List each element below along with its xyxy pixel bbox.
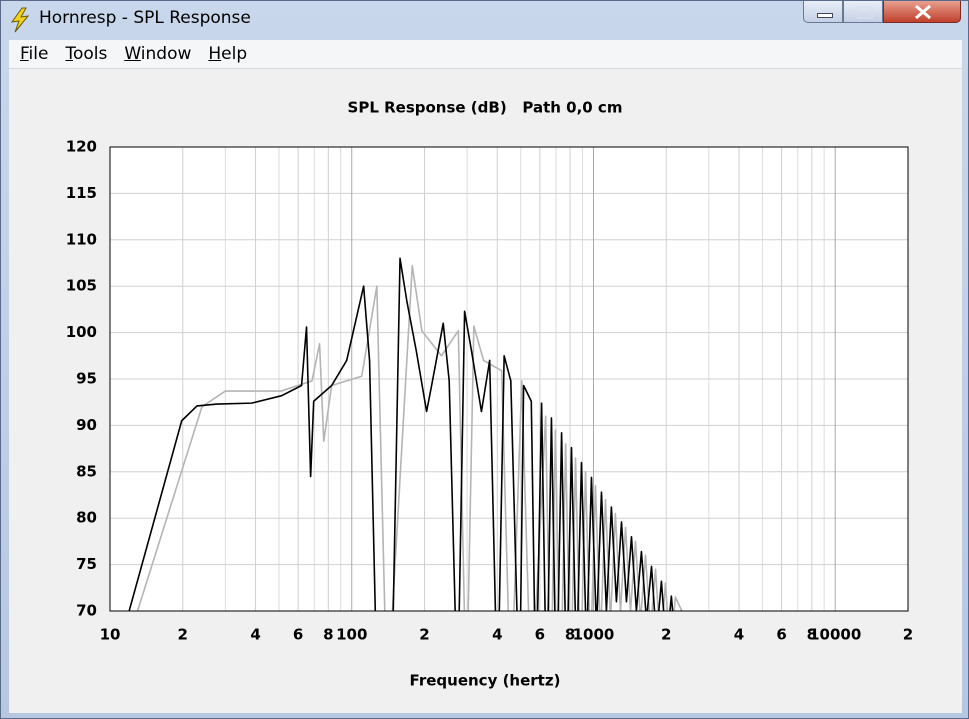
close-button[interactable] — [883, 1, 961, 23]
x-tick-label: 4 — [250, 626, 260, 644]
y-tick-label: 80 — [76, 509, 97, 527]
chart: SPL Response (dB) Path 0,0 cm Frequency … — [66, 99, 914, 690]
series-line — [136, 264, 683, 611]
menu-item[interactable]: Help — [208, 44, 248, 64]
maximize-button[interactable] — [843, 1, 883, 23]
x-tick-label: 6 — [535, 626, 545, 644]
menu-bar: File Tools Window Help — [9, 40, 962, 69]
x-tick-label: 2 — [419, 626, 429, 644]
window-title: Hornresp - SPL Response — [39, 8, 251, 28]
x-tick-label: 100 — [336, 626, 367, 644]
x-tick-label: 2 — [903, 626, 913, 644]
x-tick-label: 1000 — [573, 626, 615, 644]
y-tick-label: 90 — [76, 416, 97, 434]
x-tick-label: 8 — [565, 626, 575, 644]
x-tick-label: 2 — [661, 626, 671, 644]
x-tick-label: 6 — [293, 626, 303, 644]
y-tick-label: 115 — [66, 184, 97, 202]
chart-title: SPL Response (dB) Path 0,0 cm — [348, 99, 623, 117]
x-tick-label: 4 — [492, 626, 502, 644]
close-icon — [915, 4, 931, 20]
y-tick-label: 75 — [76, 555, 97, 573]
plot-border — [109, 146, 909, 612]
y-tick-label: 105 — [66, 277, 97, 295]
menu-item[interactable]: Window — [124, 44, 192, 64]
y-tick-label: 110 — [66, 230, 97, 248]
y-tick-label: 120 — [66, 138, 97, 156]
title-bar: Hornresp - SPL Response — [1, 1, 968, 39]
x-tick-label: 8 — [807, 626, 817, 644]
client-area: SPL Response (dB) Path 0,0 cm Frequency … — [9, 69, 962, 713]
x-tick-label: 8 — [323, 626, 333, 644]
y-tick-label: 85 — [76, 462, 97, 480]
x-tick-label: 4 — [734, 626, 744, 644]
menu-item[interactable]: File — [20, 44, 49, 64]
series-line — [128, 257, 683, 611]
x-axis-label: Frequency (hertz) — [410, 672, 561, 690]
x-tick-label: 10 — [100, 626, 121, 644]
x-tick-label: 10000 — [809, 626, 861, 644]
x-tick-label: 2 — [178, 626, 188, 644]
minimize-button[interactable] — [803, 1, 843, 23]
x-tick-label: 6 — [776, 626, 786, 644]
app-icon — [10, 7, 30, 33]
menu-item[interactable]: Tools — [65, 44, 108, 64]
y-tick-label: 70 — [76, 602, 97, 620]
y-tick-label: 95 — [76, 370, 97, 388]
y-tick-label: 100 — [66, 323, 97, 341]
